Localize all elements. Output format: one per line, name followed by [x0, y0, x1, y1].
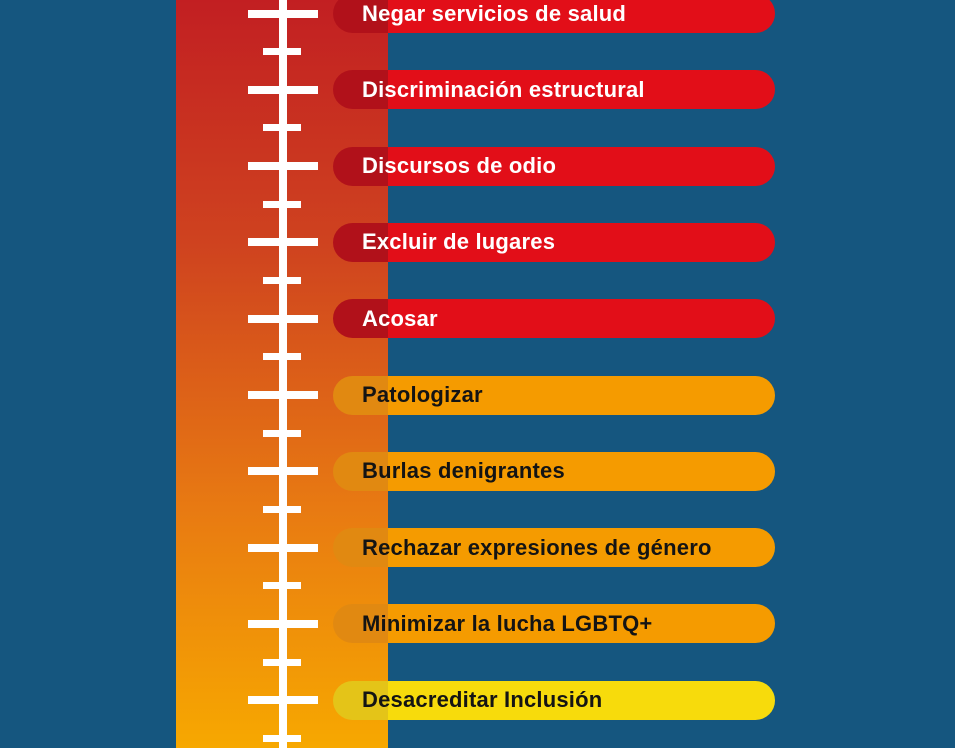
- behavior-pill: Patologizar: [333, 375, 775, 415]
- tick-short: [263, 734, 301, 742]
- tick-short: [263, 429, 301, 437]
- pill-label: Acosar: [362, 305, 438, 331]
- tick-long: [248, 238, 318, 247]
- pill-label: Patologizar: [362, 382, 483, 407]
- tick-long: [248, 619, 318, 628]
- pill-label: Discursos de odio: [362, 153, 557, 179]
- tick-short: [263, 582, 301, 590]
- pill-label: Desacreditar Inclusión: [362, 687, 603, 713]
- tick-short: [263, 353, 301, 361]
- tick-short: [263, 658, 301, 666]
- tick-long: [248, 162, 318, 171]
- pill-label: Burlas denigrantes: [362, 458, 565, 484]
- tick-long: [248, 696, 318, 705]
- pill-label: Negar servicios de salud: [362, 0, 627, 26]
- tick-short: [263, 124, 301, 132]
- tick-short: [263, 200, 301, 208]
- tick-long: [248, 543, 318, 552]
- pill-label: Rechazar expresiones de género: [362, 534, 712, 560]
- behavior-pill: Rechazar expresiones de género: [333, 528, 775, 568]
- pill-label: Discriminación estructural: [362, 76, 645, 102]
- tick-long: [248, 314, 318, 323]
- thermometer-stem: [279, 0, 287, 748]
- tick-short: [263, 277, 301, 285]
- behavior-pill: Excluir de lugares: [333, 222, 775, 262]
- tick-short: [263, 48, 301, 56]
- tick-long: [248, 467, 318, 476]
- behavior-pill: Acosar: [333, 299, 775, 339]
- behavior-pill: Discriminación estructural: [333, 70, 775, 110]
- tick-long: [248, 391, 318, 399]
- tick-long: [248, 9, 318, 18]
- behavior-pill: Discursos de odio: [333, 146, 775, 186]
- behavior-pill: Negar servicios de salud: [333, 0, 775, 33]
- pill-label: Minimizar la lucha LGBTQ+: [362, 610, 653, 636]
- tick-long: [248, 85, 318, 94]
- tick-short: [263, 505, 301, 513]
- pill-label: Excluir de lugares: [362, 229, 556, 255]
- behavior-pill: Minimizar la lucha LGBTQ+: [333, 604, 775, 644]
- behavior-pill: Burlas denigrantes: [333, 451, 775, 491]
- behavior-pill: Desacreditar Inclusión: [333, 680, 775, 720]
